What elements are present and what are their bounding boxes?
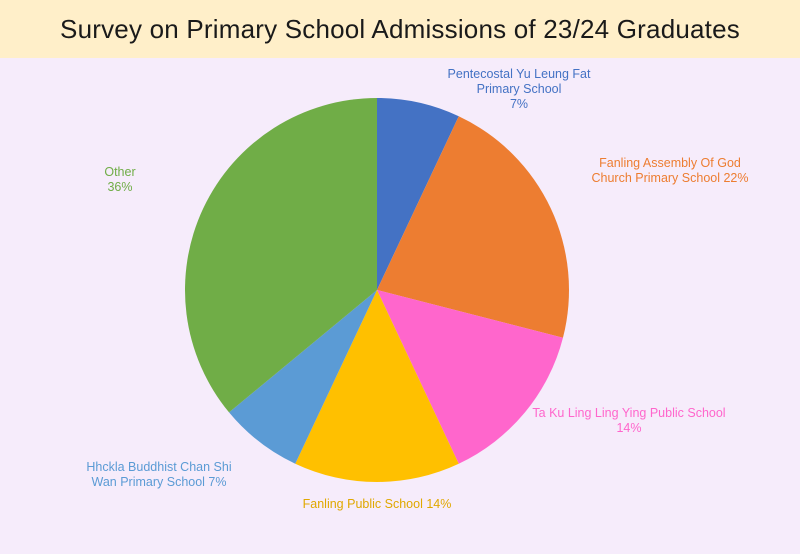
pie-slice-ta-ku-ling (377, 290, 563, 464)
slice-label-fanling-public: Fanling Public School 14% (302, 497, 452, 511)
pie-slice-fanling-assembly (377, 116, 569, 338)
pie-slice-hhckla (229, 290, 377, 464)
pie-slice-other (184, 98, 377, 413)
pie-slice-fanling-public (295, 290, 459, 483)
slice-label-ta-ku-ling: Ta Ku Ling Ling Ying Public School 14% (532, 406, 726, 435)
pie-chart (184, 98, 569, 483)
pie-slice-pentecostal (377, 98, 459, 290)
title-band: Survey on Primary School Admissions of 2… (0, 0, 800, 58)
slice-label-fanling-assembly: Fanling Assembly Of God Church Primary S… (591, 156, 749, 185)
slice-label-hhckla: Hhckla Buddhist Chan Shi Wan Primary Sch… (86, 460, 232, 489)
slice-label-pentecostal: Pentecostal Yu Leung Fat Primary School … (447, 67, 591, 111)
plot-area: Pentecostal Yu Leung Fat Primary School … (0, 58, 800, 554)
slice-label-other: Other 36% (104, 165, 136, 194)
chart-title: Survey on Primary School Admissions of 2… (60, 13, 740, 44)
